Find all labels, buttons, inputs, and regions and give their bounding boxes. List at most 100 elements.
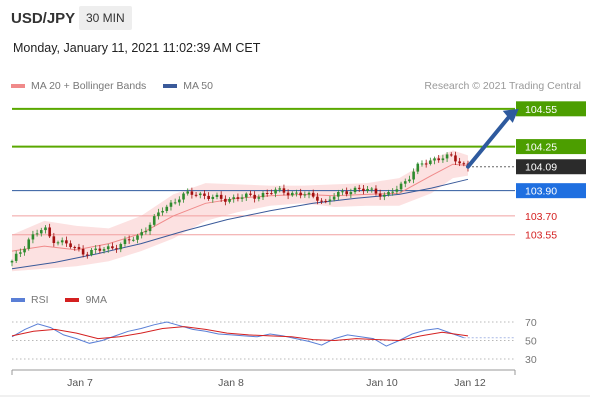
candle-body: [244, 193, 248, 198]
candle-body: [332, 196, 336, 200]
candle-body: [39, 230, 43, 234]
candle-body: [232, 197, 236, 199]
candle-body: [27, 239, 31, 249]
candle-body: [211, 196, 215, 199]
candle-body: [44, 227, 47, 231]
candle-body: [299, 192, 302, 196]
timeframe-badge[interactable]: 30 MIN: [79, 6, 132, 30]
chart-datetime: Monday, January 11, 2021 11:02:39 AM CET: [13, 41, 261, 55]
candle-body: [445, 154, 449, 159]
level-label-103.90: 103.90: [525, 186, 557, 198]
legend-item-9ma: 9MA: [65, 294, 107, 306]
rsi-tick-30: 30: [525, 354, 537, 366]
current-price-box: [516, 159, 586, 175]
rsi-legend: RSI 9MA: [11, 294, 121, 306]
x-tick-Jan-10: Jan 10: [366, 377, 398, 389]
candle-body: [265, 193, 269, 195]
candle-body: [69, 243, 72, 248]
candle-body: [278, 188, 282, 190]
candle-body: [161, 210, 164, 213]
candle-body: [399, 183, 403, 190]
candle-body: [240, 197, 244, 199]
x-tick-Jan-8: Jan 8: [218, 377, 244, 389]
candle-body: [420, 163, 424, 165]
candle-body: [324, 200, 328, 202]
main-legend: MA 20 + Bollinger Bands MA 50: [11, 80, 227, 92]
level-box-104.25: [516, 139, 586, 155]
candle-body: [282, 188, 286, 193]
candle-body: [366, 188, 369, 191]
legend-item-rsi: RSI: [11, 294, 49, 306]
candle-body: [274, 189, 277, 194]
candle-body: [303, 194, 307, 196]
candle-body: [10, 260, 14, 263]
candle-body: [56, 242, 60, 244]
legend-label-rsi: RSI: [31, 294, 49, 306]
candle-body: [144, 231, 148, 233]
candle-body: [437, 158, 441, 161]
candle-body: [77, 247, 81, 249]
candle-body: [203, 193, 206, 196]
candle-body: [257, 197, 261, 199]
candle-body: [98, 248, 102, 251]
candle-body: [157, 212, 160, 217]
legend-item-ma20: MA 20 + Bollinger Bands: [11, 80, 146, 92]
candle-body: [357, 187, 361, 189]
candle-body: [403, 181, 407, 184]
candle-body: [111, 246, 114, 249]
candle-body: [337, 192, 340, 197]
rsi-tick-70: 70: [525, 317, 537, 329]
level-label-103.55: 103.55: [525, 230, 557, 242]
candle-body: [370, 188, 374, 190]
candle-body: [132, 239, 135, 241]
candle-body: [190, 191, 194, 195]
candle-body: [349, 192, 353, 195]
legend-swatch-rsi: [11, 298, 25, 303]
candle-body: [182, 193, 185, 200]
level-label-104.25: 104.25: [525, 142, 557, 154]
candle-body: [295, 192, 298, 194]
candle-body: [316, 196, 319, 201]
rsi-line: [11, 321, 464, 347]
candle-body: [307, 192, 311, 195]
candle-body: [424, 163, 428, 165]
candle-body: [462, 163, 466, 165]
candle-body: [48, 227, 51, 237]
candle-body: [165, 206, 169, 211]
candle-body: [194, 194, 198, 196]
candle-body: [362, 188, 365, 191]
rsi-ma9-line: [11, 326, 469, 342]
candle-body: [152, 216, 156, 225]
candle-body: [253, 194, 256, 199]
candle-body: [345, 191, 348, 195]
candle-body: [449, 154, 453, 156]
candle-body: [186, 191, 190, 194]
bollinger-band-fill: [12, 150, 468, 272]
candle-body: [65, 240, 68, 244]
candle-body: [102, 249, 106, 251]
candle-body: [23, 248, 26, 253]
candle-body: [94, 248, 97, 250]
chart-header: USD/JPY 30 MIN: [0, 0, 590, 36]
legend-swatch-ma20: [11, 84, 25, 89]
candle-body: [173, 202, 177, 204]
candle-body: [119, 244, 123, 250]
current-price-label: 104.09: [525, 162, 557, 174]
candle-body: [148, 224, 152, 232]
candle-body: [115, 248, 118, 250]
candle-body: [219, 194, 223, 199]
candle-body: [408, 179, 411, 182]
candle-body: [228, 198, 231, 202]
x-tick-Jan-12: Jan 12: [454, 377, 486, 389]
candle-body: [341, 191, 344, 193]
level-box-103.90: [516, 183, 586, 199]
candle-body: [395, 189, 399, 192]
level-label-103.70: 103.70: [525, 211, 557, 223]
candle-body: [441, 158, 445, 161]
candle-body: [286, 192, 290, 196]
level-label-104.55: 104.55: [525, 104, 557, 116]
candle-body: [353, 187, 357, 193]
forecast-arrow-shaft: [466, 112, 513, 169]
candle-body: [169, 202, 173, 207]
